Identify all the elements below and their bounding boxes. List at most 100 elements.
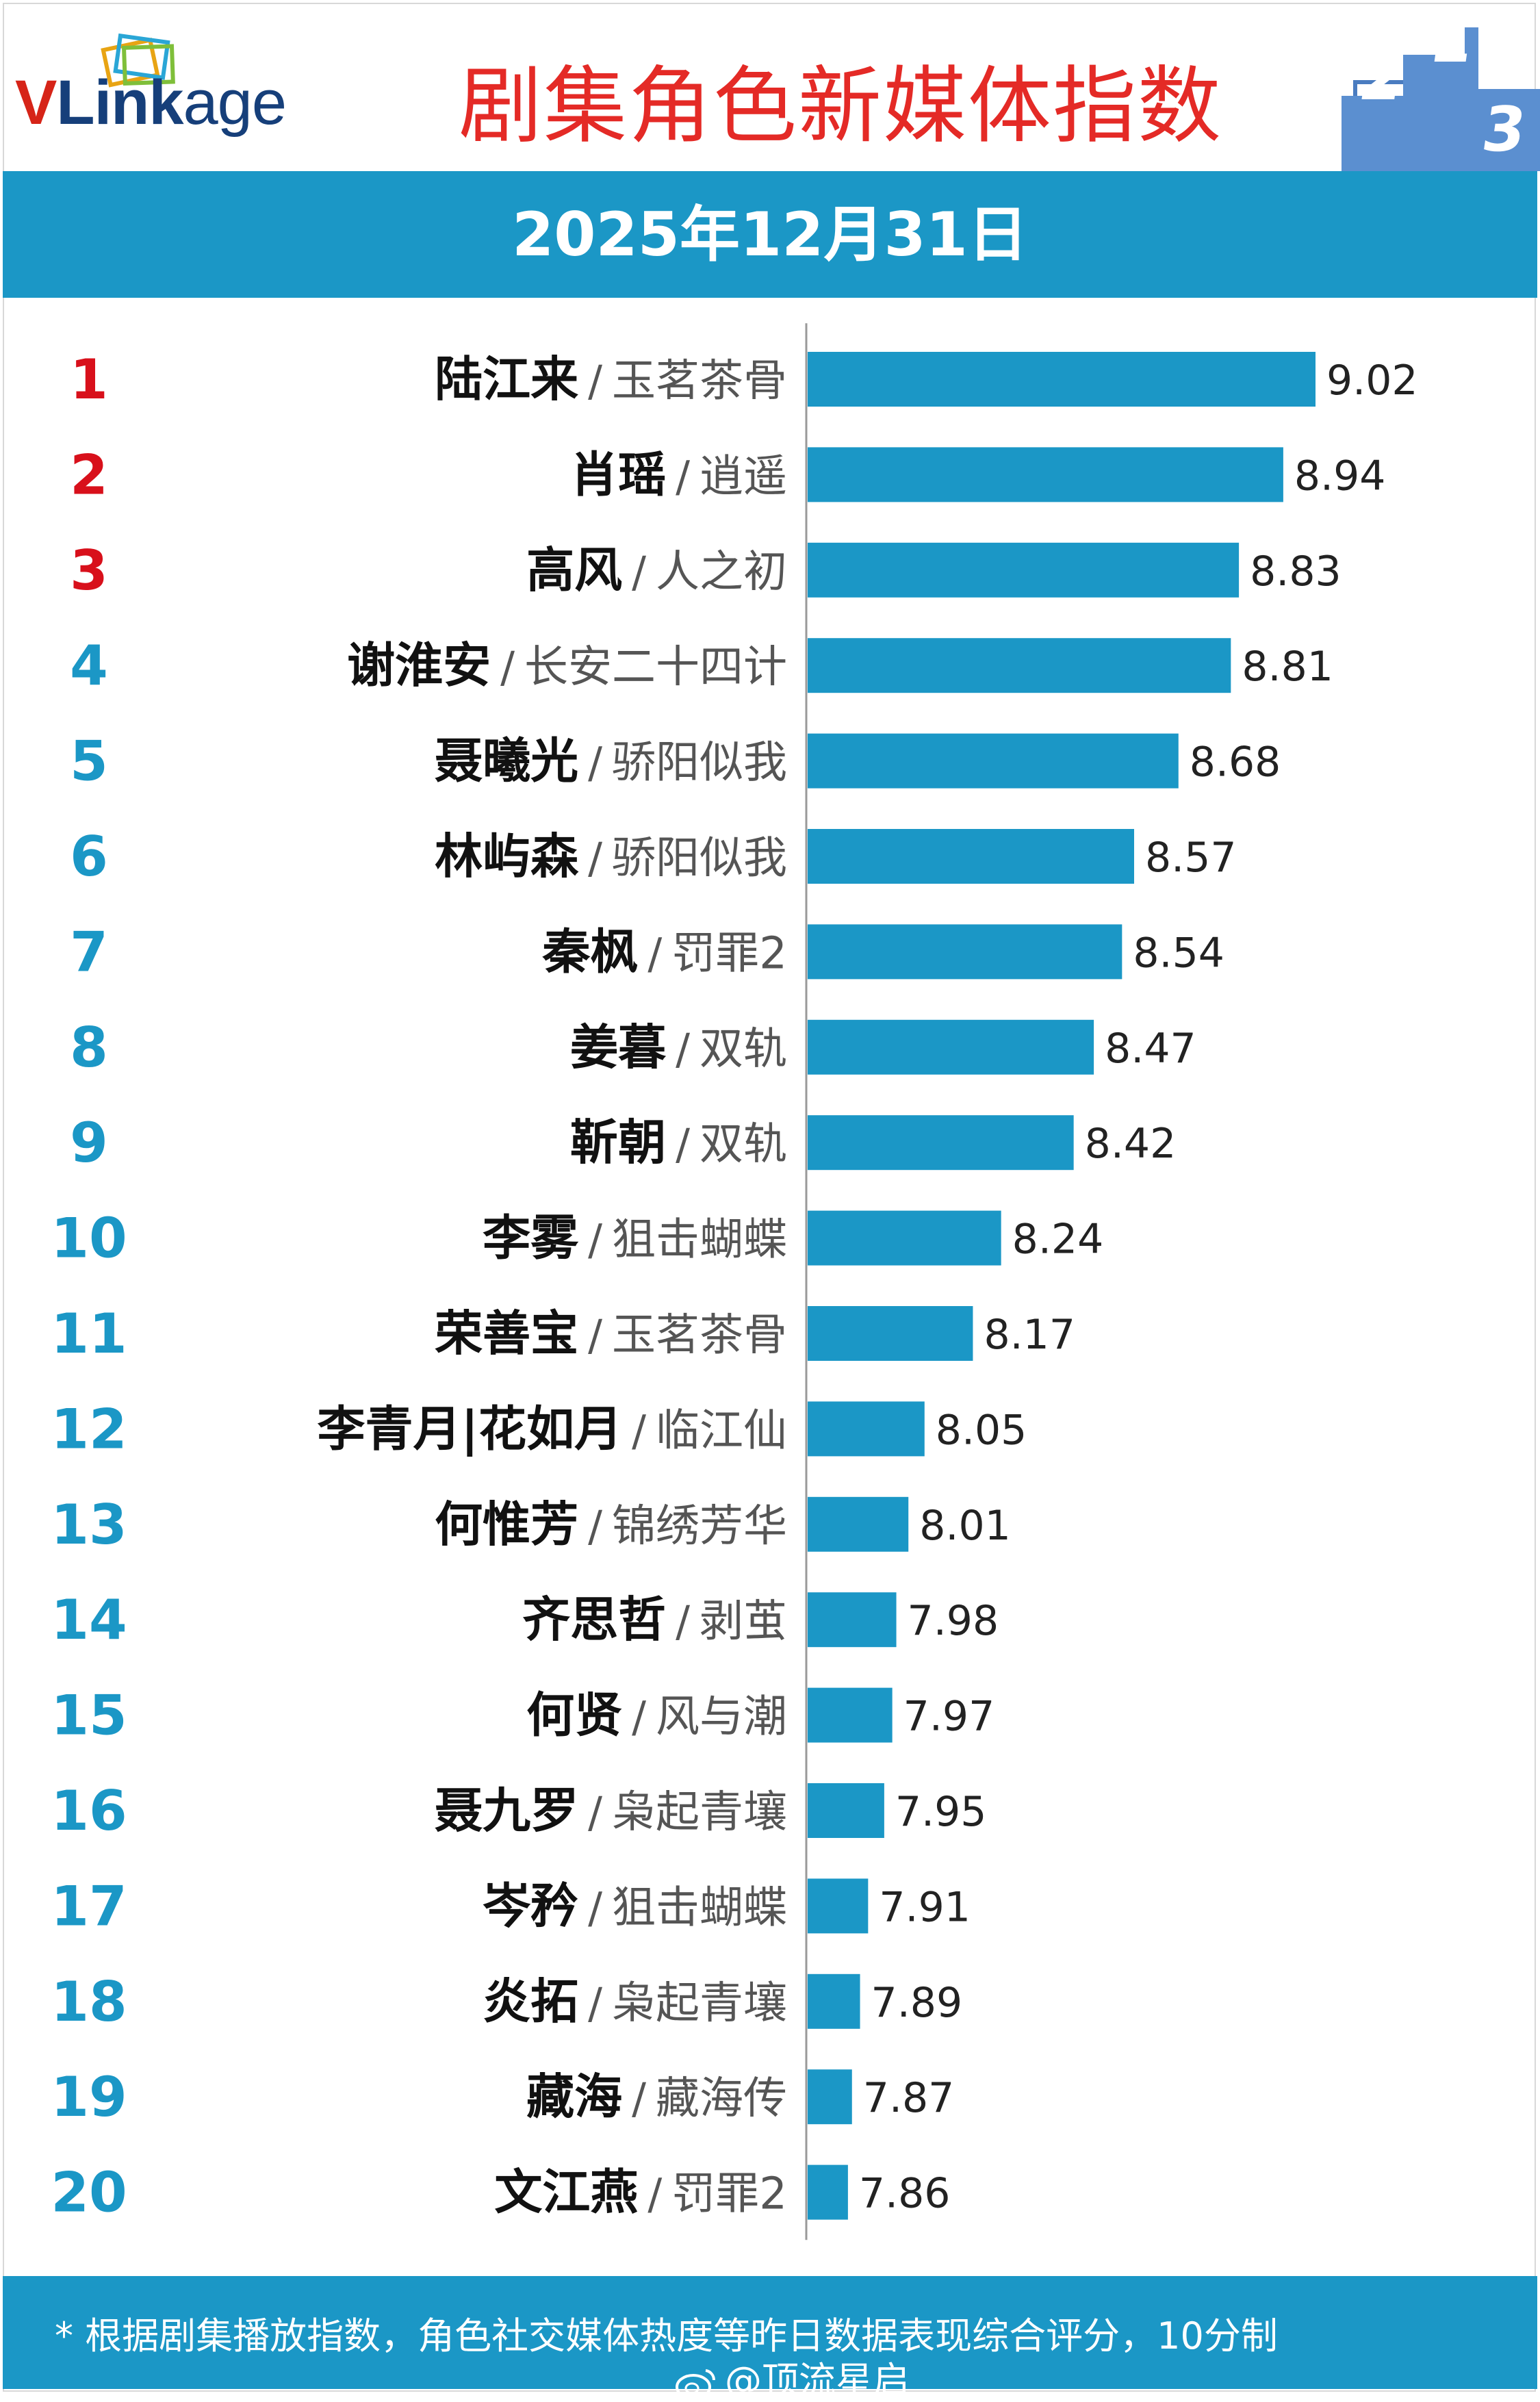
rank-number: 15: [51, 1684, 127, 1748]
role-name: 聂曦光: [435, 733, 578, 789]
role-name: 肖瑶: [570, 446, 666, 502]
show-name: 临江仙: [656, 1405, 787, 1456]
bar: [808, 1019, 1094, 1075]
rank-number: 2: [70, 443, 108, 507]
watermark-text: @顶流星启: [725, 2359, 910, 2402]
role-label: 炎拓 / 枭起青壤: [483, 1973, 787, 2030]
role-name: 李青月|花如月: [318, 1401, 623, 1457]
value-label: 8.57: [1145, 834, 1237, 882]
footer-bar: [3, 2276, 1537, 2389]
bar: [808, 924, 1122, 980]
label-separator: /: [632, 547, 646, 597]
logo-wordmark: VLinkage: [15, 65, 287, 140]
bar: [808, 1592, 897, 1648]
show-name: 骄阳似我: [612, 833, 787, 884]
value-label: 8.05: [936, 1406, 1027, 1454]
label-separator: /: [588, 1501, 602, 1551]
label-separator: /: [500, 642, 515, 692]
show-name: 逍遥: [700, 451, 787, 502]
label-separator: /: [588, 1787, 602, 1837]
podium-icon: 2 1 3: [1342, 14, 1540, 171]
role-name: 谢淮安: [347, 637, 491, 693]
rank-number: 17: [51, 1874, 127, 1938]
label-separator: /: [647, 2169, 662, 2219]
value-label: 7.91: [879, 1883, 971, 1931]
show-name: 剥茧: [700, 1596, 787, 1647]
logo-cards-icon: [101, 33, 175, 88]
rank-number: 7: [70, 920, 108, 984]
show-name: 长安二十四计: [524, 642, 787, 693]
bar: [808, 1687, 893, 1743]
show-name: 枭起青壤: [612, 1978, 787, 2029]
label-separator: /: [588, 1978, 602, 2028]
rank-number: 1: [70, 348, 108, 411]
role-name: 何贤: [526, 1687, 622, 1743]
role-label: 何惟芳 / 锦绣芳华: [435, 1496, 787, 1553]
role-name: 秦枫: [541, 923, 638, 980]
bar: [808, 829, 1134, 884]
show-name: 藏海传: [656, 2073, 787, 2124]
show-name: 狙击蝴蝶: [612, 1882, 787, 1933]
rank-number: 9: [70, 1111, 108, 1175]
label-separator: /: [676, 1024, 690, 1074]
role-name: 姜暮: [570, 1019, 667, 1075]
bar: [808, 2069, 852, 2125]
value-label: 7.89: [871, 1979, 963, 2027]
value-label: 7.98: [908, 1597, 999, 1645]
value-label: 7.86: [859, 2170, 951, 2218]
role-name: 聂九罗: [435, 1783, 578, 1839]
date-label: 2025年12月31日: [512, 199, 1028, 270]
watermark: @顶流星启: [674, 2360, 910, 2401]
podium-3-label: 3: [1478, 94, 1530, 165]
rank-number: 16: [51, 1779, 127, 1843]
bar: [808, 352, 1316, 407]
value-label: 8.47: [1105, 1025, 1196, 1073]
rank-number: 10: [51, 1207, 127, 1270]
show-name: 锦绣芳华: [612, 1501, 787, 1552]
role-label: 岑矜 / 狙击蝴蝶: [483, 1878, 787, 1934]
podium-2-label: 2: [1355, 42, 1407, 114]
value-label: 7.95: [895, 1788, 987, 1836]
value-label: 8.42: [1085, 1120, 1177, 1168]
footer-note: * 根据剧集播放指数，角色社交媒体热度等昨日数据表现综合评分，10分制: [55, 2314, 1278, 2358]
value-label: 7.97: [903, 1693, 995, 1741]
show-name: 罚罪2: [671, 928, 787, 979]
rank-number: 4: [70, 634, 108, 698]
role-name: 林屿森: [435, 828, 579, 884]
role-name: 炎拓: [483, 1973, 578, 2030]
role-name: 藏海: [526, 2069, 622, 2125]
rank-number: 13: [51, 1493, 127, 1557]
rank-number: 6: [70, 825, 108, 889]
page-title: 剧集角色新媒体指数: [459, 58, 1222, 155]
role-label: 李雾 / 狙击蝴蝶: [483, 1210, 787, 1266]
bar: [808, 2164, 848, 2220]
show-name: 玉茗茶骨: [612, 356, 787, 407]
role-name: 高风: [526, 542, 622, 598]
show-name: 罚罪2: [671, 2169, 787, 2220]
show-name: 双轨: [700, 1119, 787, 1170]
rank-number: 8: [70, 1016, 108, 1079]
label-separator: /: [632, 1405, 646, 1455]
role-label: 陆江来 / 玉茗茶骨: [435, 351, 787, 407]
value-label: 8.94: [1294, 452, 1386, 500]
role-label: 谢淮安 / 长安二十四计: [347, 637, 787, 693]
label-separator: /: [588, 1215, 602, 1265]
role-label: 高风 / 人之初: [526, 542, 787, 598]
value-label: 9.02: [1326, 357, 1418, 405]
role-label: 齐思哲 / 剥茧: [522, 1592, 787, 1648]
date-bar: 2025年12月31日: [3, 171, 1537, 298]
rank-number: 20: [51, 2161, 127, 2225]
bar: [808, 542, 1240, 598]
role-label: 肖瑶 / 逍遥: [570, 446, 787, 502]
value-label: 7.87: [863, 2074, 955, 2122]
role-label: 李青月|花如月 / 临江仙: [318, 1401, 787, 1457]
role-label: 林屿森 / 骄阳似我: [435, 828, 787, 884]
logo-v: V: [15, 68, 57, 138]
bar: [808, 1306, 973, 1361]
logo-age: age: [183, 68, 287, 138]
bar: [808, 1210, 1001, 1266]
rank-number: 12: [51, 1397, 127, 1461]
role-name: 何惟芳: [435, 1496, 578, 1553]
value-label: 8.83: [1250, 548, 1342, 596]
rank-number: 11: [51, 1302, 127, 1366]
